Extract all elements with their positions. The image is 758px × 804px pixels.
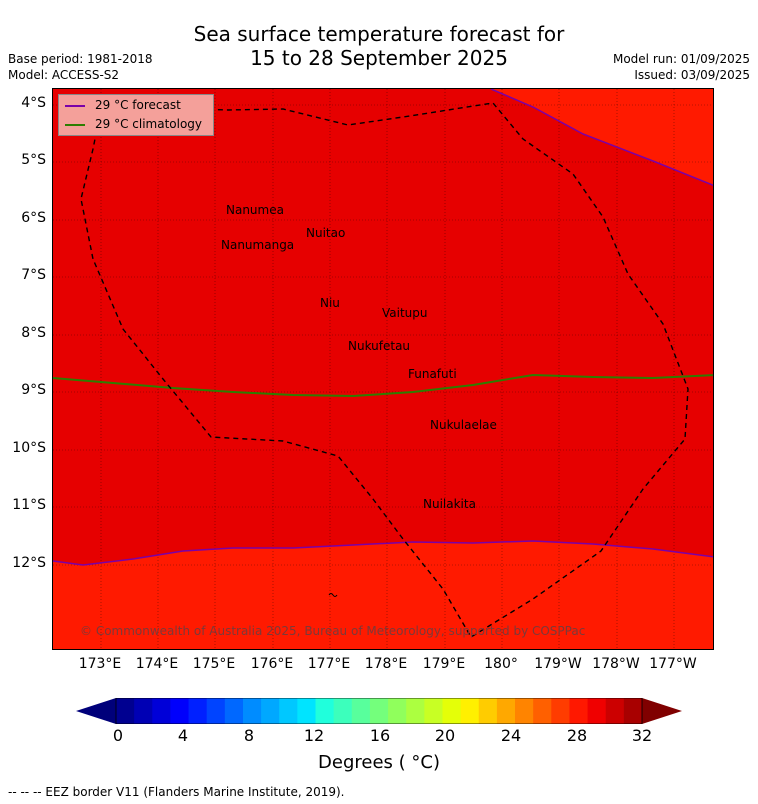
colorbar-cell [224, 698, 244, 724]
lon-label: 175°E [192, 656, 236, 672]
colorbar-over-arrow [642, 698, 682, 724]
colorbar-cell [206, 698, 226, 724]
colorbar-tick: 28 [566, 726, 588, 745]
lat-label: 11°S [12, 497, 46, 513]
colorbar-cell [388, 698, 407, 724]
lon-label: 179°E [422, 656, 466, 672]
colorbar-cell [515, 698, 534, 724]
map-legend: 29 °C forecast 29 °C climatology [58, 94, 214, 136]
colorbar-tick: 20 [434, 726, 456, 745]
colorbar-under-arrow [76, 698, 116, 724]
forecast-29c-isotherm-north [490, 89, 713, 187]
colorbar-cell [533, 698, 552, 724]
colorbar-cell [134, 698, 153, 724]
sst-warmer-region-north [491, 89, 713, 186]
lat-label: 4°S [21, 95, 46, 111]
legend-item-forecast: 29 °C forecast [65, 97, 181, 113]
issued-date: Issued: 03/09/2025 [634, 68, 750, 82]
lon-label: 178°W [592, 656, 640, 672]
legend-climatology-label: 29 °C climatology [95, 117, 203, 131]
map-canvas [53, 89, 713, 649]
lat-label: 7°S [21, 267, 46, 283]
colorbar-cell [551, 698, 570, 724]
colorbar-outline [115, 698, 643, 724]
colorbar-cell [170, 698, 190, 724]
colorbar-cell [569, 698, 589, 724]
eez-footnote: -- -- -- EEZ border V11 (Flanders Marine… [8, 785, 345, 799]
forecast-29c-isotherm-south [53, 540, 713, 566]
title-line-1: Sea surface temperature forecast for [193, 22, 565, 46]
small-island-marker [328, 593, 338, 597]
place-label: Nuilakita [423, 497, 476, 511]
lat-label: 12°S [12, 555, 46, 571]
place-label: Vaitupu [382, 306, 428, 320]
climatology-swatch [65, 123, 85, 126]
sst-warmer-region-south [53, 541, 713, 649]
colorbar-tick: 0 [112, 726, 124, 745]
lon-label: 173°E [78, 656, 122, 672]
colorbar-tick: 32 [631, 726, 653, 745]
colorbar-cell [369, 698, 389, 724]
colorbar-cell [478, 698, 498, 724]
colorbar [76, 698, 682, 724]
colorbar-tick: 8 [243, 726, 255, 745]
place-label: Nuitao [306, 226, 346, 240]
lon-label: 174°E [135, 656, 179, 672]
lat-label: 5°S [21, 152, 46, 168]
place-label: Niu [320, 296, 340, 310]
forecast-swatch [65, 104, 85, 107]
place-label: Funafuti [408, 367, 457, 381]
copyright-notice: © Commonwealth of Australia 2025, Bureau… [80, 624, 586, 638]
colorbar-label: Degrees ( °C) [318, 752, 440, 773]
colorbar-cell [297, 698, 317, 724]
colorbar-tick: 16 [369, 726, 391, 745]
colorbar-cell [261, 698, 280, 724]
colorbar-tick: 24 [500, 726, 522, 745]
lat-label: 10°S [12, 440, 46, 456]
place-label: Nanumanga [221, 238, 295, 252]
colorbar-cell [351, 698, 371, 724]
model-name: Model: ACCESS-S2 [8, 68, 120, 82]
title-line-2: 15 to 28 September 2025 [250, 46, 508, 70]
colorbar-cell [496, 698, 516, 724]
place-label: Nukufetau [348, 339, 411, 353]
colorbar-cell [587, 698, 607, 724]
lon-label: 177°W [649, 656, 697, 672]
legend-forecast-label: 29 °C forecast [95, 98, 181, 112]
colorbar-cell [242, 698, 262, 724]
lon-label: 177°E [307, 656, 351, 672]
lon-label: 179°W [534, 656, 582, 672]
climatology-29c-isotherm [53, 373, 713, 398]
eez-border [80, 102, 689, 638]
colorbar-cell [605, 698, 625, 724]
base-period: Base period: 1981-2018 [8, 52, 153, 66]
lon-label: 180° [484, 656, 518, 672]
colorbar-tick: 4 [177, 726, 189, 745]
lon-label: 178°E [364, 656, 408, 672]
colorbar-cell [188, 698, 208, 724]
graticule [53, 89, 713, 649]
colorbar-tick: 12 [303, 726, 325, 745]
lon-label: 176°E [250, 656, 294, 672]
lat-label: 6°S [21, 210, 46, 226]
colorbar-cell [279, 698, 298, 724]
place-label: Nukulaelae [430, 418, 497, 432]
map-panel [52, 88, 714, 650]
chart-title: Sea surface temperature forecast for 15 … [0, 22, 758, 70]
colorbar-cells [116, 698, 643, 724]
legend-item-climatology: 29 °C climatology [65, 116, 202, 132]
colorbar-cell [424, 698, 443, 724]
place-label: Nanumea [226, 203, 284, 217]
colorbar-cell [623, 698, 643, 724]
colorbar-cell [116, 698, 135, 724]
lat-label: 8°S [21, 325, 46, 341]
model-run: Model run: 01/09/2025 [612, 52, 750, 66]
colorbar-cell [333, 698, 353, 724]
colorbar-cell [152, 698, 171, 724]
colorbar-cell [315, 698, 335, 724]
colorbar-cell [442, 698, 462, 724]
colorbar-cell [406, 698, 425, 724]
colorbar-cell [460, 698, 480, 724]
lat-label: 9°S [21, 382, 46, 398]
